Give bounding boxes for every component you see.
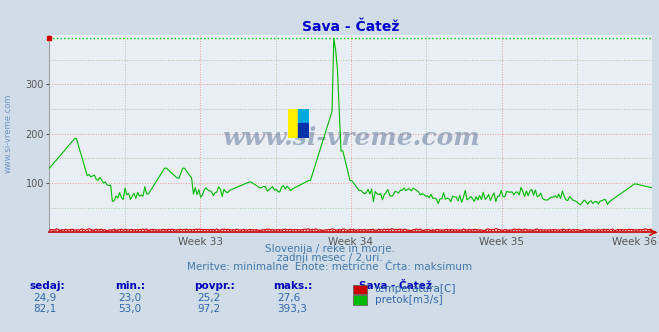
Text: Week 33: Week 33	[178, 237, 223, 247]
Bar	[299, 109, 309, 124]
Text: Week 34: Week 34	[328, 237, 374, 247]
Text: 82,1: 82,1	[33, 304, 56, 314]
Text: 27,6: 27,6	[277, 293, 300, 303]
Title: Sava - Čatež: Sava - Čatež	[302, 20, 399, 34]
Text: www.si-vreme.com: www.si-vreme.com	[3, 94, 13, 173]
Text: min.:: min.:	[115, 281, 146, 290]
Text: Sava - Čatež: Sava - Čatež	[359, 281, 432, 290]
Text: Slovenija / reke in morje.: Slovenija / reke in morje.	[264, 244, 395, 254]
Text: Week 35: Week 35	[479, 237, 524, 247]
Text: Meritve: minimalne  Enote: metrične  Črta: maksimum: Meritve: minimalne Enote: metrične Črta:…	[187, 262, 472, 272]
Text: 23,0: 23,0	[119, 293, 142, 303]
Text: www.si-vreme.com: www.si-vreme.com	[222, 125, 480, 150]
Text: pretok[m3/s]: pretok[m3/s]	[375, 295, 443, 305]
Text: 25,2: 25,2	[198, 293, 221, 303]
Text: 24,9: 24,9	[33, 293, 56, 303]
Text: povpr.:: povpr.:	[194, 281, 235, 290]
Text: maks.:: maks.:	[273, 281, 313, 290]
Text: Week 36: Week 36	[612, 237, 657, 247]
Text: 53,0: 53,0	[119, 304, 142, 314]
Text: zadnji mesec / 2 uri.: zadnji mesec / 2 uri.	[277, 253, 382, 263]
Bar	[287, 109, 299, 137]
Text: 97,2: 97,2	[198, 304, 221, 314]
Text: sedaj:: sedaj:	[30, 281, 65, 290]
Text: temperatura[C]: temperatura[C]	[375, 284, 457, 294]
Bar	[299, 124, 309, 137]
Text: 393,3: 393,3	[277, 304, 306, 314]
